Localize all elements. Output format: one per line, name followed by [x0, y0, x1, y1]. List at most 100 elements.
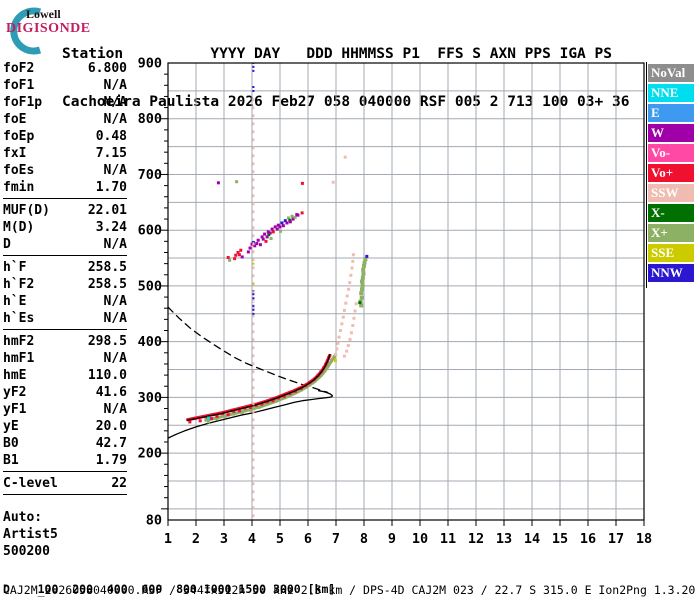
- svg-text:800: 800: [138, 111, 162, 127]
- param-value: N/A: [103, 78, 127, 93]
- param-value: N/A: [103, 112, 127, 127]
- file-status-line: CAJ2M_2026058040000.RSF / 344fx512h 50 k…: [3, 583, 696, 597]
- svg-text:12: 12: [468, 531, 484, 547]
- svg-text:80: 80: [146, 513, 162, 529]
- param-value: N/A: [103, 311, 127, 326]
- logo-arc-icon: [10, 7, 42, 55]
- param-row-yE: yE 20.0: [3, 418, 127, 435]
- param-value: 258.5: [87, 260, 127, 275]
- legend-divider-line: [646, 62, 647, 288]
- param-row-yF1: yF1 N/A: [3, 401, 127, 418]
- param-row-foE: foE N/A: [3, 111, 127, 128]
- param-divider: [3, 494, 127, 498]
- param-row-yF2: yF2 41.6: [3, 384, 127, 401]
- svg-text:14: 14: [524, 531, 540, 547]
- svg-text:8: 8: [360, 531, 368, 547]
- param-value: N/A: [103, 237, 127, 252]
- param-value: N/A: [103, 95, 127, 110]
- param-label: D: [3, 237, 11, 252]
- svg-text:9: 9: [388, 531, 396, 547]
- legend-item-NNW: NNW: [648, 264, 694, 282]
- svg-text:300: 300: [138, 390, 162, 406]
- param-label: fxI: [3, 146, 27, 161]
- param-value: 258.5: [87, 277, 127, 292]
- param-label: B0: [3, 436, 19, 451]
- svg-text:7: 7: [332, 531, 340, 547]
- legend-item-NNE: NNE: [648, 84, 694, 102]
- param-row-C-level: C-level 22: [3, 475, 127, 492]
- xmode-asymptote-streak: [358, 257, 368, 308]
- svg-text:600: 600: [138, 223, 162, 239]
- autoscaling-info: Auto:: [3, 510, 43, 525]
- param-row-hmE: hmE 110.0: [3, 367, 127, 384]
- svg-text:10: 10: [412, 531, 428, 547]
- logo-text-digisonde: DIGISONDE: [6, 21, 91, 36]
- header-block: Station YYYY DAY DDD HHMMSS P1 FFS S AXN…: [62, 14, 629, 142]
- param-value: 3.24: [95, 220, 127, 235]
- param-label: hmF2: [3, 334, 35, 349]
- svg-text:16: 16: [580, 531, 596, 547]
- grid: [168, 63, 644, 520]
- param-value: N/A: [103, 351, 127, 366]
- param-label: fmin: [3, 180, 35, 195]
- param-label: yF1: [3, 402, 27, 417]
- param-label: MUF(D): [3, 203, 50, 218]
- lowell-digisonde-logo: Lowell DIGISONDE: [2, 4, 112, 55]
- svg-text:400: 400: [138, 334, 162, 350]
- param-label: M(D): [3, 220, 35, 235]
- param-label: foE: [3, 112, 27, 127]
- param-value: 0.48: [95, 129, 127, 144]
- logo-text-lowell: Lowell: [26, 7, 61, 21]
- legend-item-Vo-: Vo-: [648, 144, 694, 162]
- legend-item-X+: X+: [648, 224, 694, 242]
- param-row-h`E: h`E N/A: [3, 293, 127, 310]
- param-row-h`F: h`F 258.5: [3, 259, 127, 276]
- omode-jitter: [188, 354, 332, 424]
- distance-row: D 100 200 400 600 800 1000 1500 3000 [km…: [3, 582, 336, 596]
- param-value: 22.01: [87, 203, 127, 218]
- param-row-hmF2: hmF2 298.5: [3, 333, 127, 350]
- param-value: 1.79: [95, 453, 127, 468]
- svg-text:500: 500: [138, 278, 162, 294]
- param-label: yF2: [3, 385, 27, 400]
- muf-transmission-curve: [167, 306, 329, 394]
- param-row-foF2: foF2 6.800: [3, 60, 127, 77]
- autoscaling-info: Artist5: [3, 527, 58, 542]
- param-row-fmin: fmin 1.70: [3, 179, 127, 196]
- param-value: 7.15: [95, 146, 127, 161]
- param-divider: [3, 471, 127, 475]
- param-divider: [3, 329, 127, 333]
- param-value: N/A: [103, 163, 127, 178]
- header-labels-row: Station YYYY DAY DDD HHMMSS P1 FFS S AXN…: [62, 46, 612, 62]
- param-value: 6.800: [87, 61, 127, 76]
- data-series: [167, 63, 369, 518]
- param-label: foF1: [3, 78, 35, 93]
- param-label: h`Es: [3, 311, 35, 326]
- svg-text:17: 17: [608, 531, 624, 547]
- svg-text:200: 200: [138, 446, 162, 462]
- param-row-foF1: foF1 N/A: [3, 77, 127, 94]
- param-divider: [3, 198, 127, 202]
- param-value: 298.5: [87, 334, 127, 349]
- svg-text:6: 6: [304, 531, 312, 547]
- param-label: foEs: [3, 163, 35, 178]
- doppler-direction-legend: NoVal NNE E W Vo- Vo+ SSW X- X+ SSE NNW: [648, 64, 694, 284]
- legend-item-W: W: [648, 124, 694, 142]
- autoscaling-info: 500200: [3, 544, 50, 559]
- xmode-jitter: [207, 355, 336, 424]
- legend-item-Vo+: Vo+: [648, 164, 694, 182]
- param-row-foEp: foEp 0.48: [3, 128, 127, 145]
- svg-text:4: 4: [248, 531, 256, 547]
- svg-text:11: 11: [440, 531, 456, 547]
- param-row-fxI: fxI 7.15: [3, 145, 127, 162]
- oblique-pink-b: [342, 302, 358, 358]
- svg-text:5: 5: [276, 531, 284, 547]
- spread-f-cloud: [226, 211, 304, 262]
- param-value: N/A: [103, 294, 127, 309]
- param-value: 22: [111, 476, 127, 491]
- param-label: h`E: [3, 294, 27, 309]
- param-row-foF1p: foF1p N/A: [3, 94, 127, 111]
- parameter-panel: foF2 6.800 foF1 N/A foF1p N/A foE N/A foEp 0.48 fx…: [3, 60, 127, 560]
